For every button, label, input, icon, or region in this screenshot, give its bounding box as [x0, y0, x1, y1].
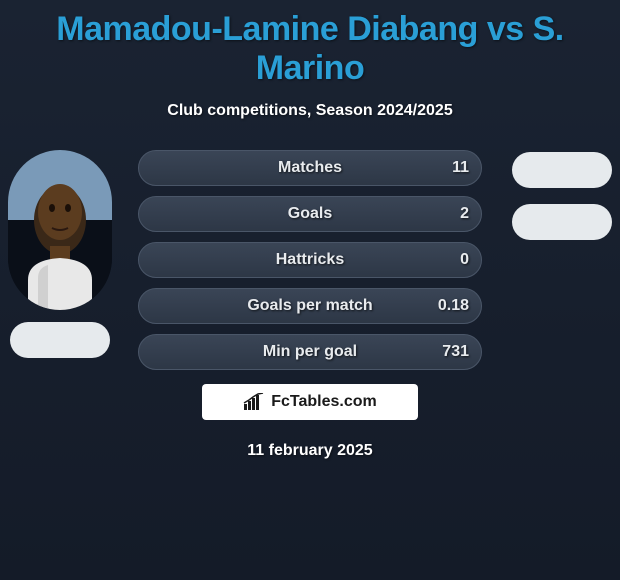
stat-label: Goals	[288, 205, 332, 223]
page-subtitle: Club competitions, Season 2024/2025	[0, 102, 620, 120]
player-right-placeholder-2	[512, 204, 612, 240]
player-left-avatar	[8, 150, 112, 310]
stat-row-goals: Goals 2	[138, 196, 482, 232]
stat-value-left: 11	[452, 159, 469, 177]
stat-value-left: 731	[442, 343, 469, 361]
stat-row-matches: Matches 11	[138, 150, 482, 186]
player-left-column	[8, 150, 112, 358]
stat-value-left: 2	[460, 205, 469, 223]
stat-label: Matches	[278, 159, 342, 177]
player-left-placeholder	[10, 322, 110, 358]
stat-value-left: 0.18	[438, 297, 469, 315]
brand-badge[interactable]: FcTables.com	[202, 384, 418, 420]
stat-row-goals-per-match: Goals per match 0.18	[138, 288, 482, 324]
stat-label: Min per goal	[263, 343, 357, 361]
avatar-photo-icon	[8, 150, 112, 310]
stat-label: Goals per match	[247, 297, 372, 315]
comparison-content: Matches 11 Goals 2 Hattricks 0 Goals per…	[0, 150, 620, 460]
player-right-column	[512, 150, 612, 240]
stat-value-left: 0	[460, 251, 469, 269]
stat-row-min-per-goal: Min per goal 731	[138, 334, 482, 370]
chart-bars-icon	[243, 393, 265, 411]
stat-label: Hattricks	[276, 251, 344, 269]
date-text: 11 february 2025	[0, 442, 620, 460]
stats-rows: Matches 11 Goals 2 Hattricks 0 Goals per…	[138, 150, 482, 370]
page-title: Mamadou-Lamine Diabang vs S. Marino	[0, 0, 620, 88]
player-right-placeholder-1	[512, 152, 612, 188]
stat-row-hattricks: Hattricks 0	[138, 242, 482, 278]
brand-text: FcTables.com	[271, 393, 377, 411]
